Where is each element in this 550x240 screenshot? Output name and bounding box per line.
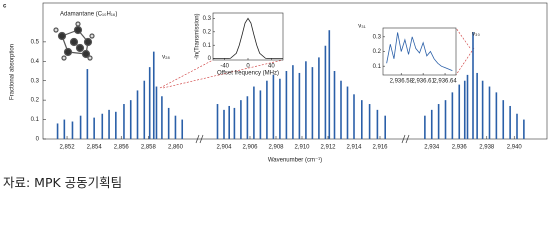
x-tick-label: 2,936.58 <box>390 79 414 85</box>
y-tick-label: 0 <box>36 137 40 143</box>
x-tick-label: -40 <box>220 64 229 70</box>
x-tick-label: 2,854 <box>87 145 103 151</box>
y-axis-label: -ln(Transmission) <box>195 13 201 59</box>
y-tick-label: 0.2 <box>203 29 212 35</box>
annotation: ν₂₈ <box>162 55 170 61</box>
y-tick-label: 0.3 <box>203 16 212 22</box>
inset-line <box>213 17 283 60</box>
x-tick-label: 2,912 <box>320 145 336 151</box>
y-tick-label: 0 <box>208 56 212 62</box>
panel-label: c <box>3 4 7 10</box>
x-tick-label: 2,936 <box>452 145 468 151</box>
axis-break <box>195 134 410 144</box>
x-tick-label: 40 <box>268 64 275 70</box>
x-tick-label: 0 <box>246 64 250 70</box>
annotation: ν₃₀ <box>472 32 480 38</box>
y-tick-label: 0.2 <box>31 98 40 104</box>
zoom-guides <box>159 27 475 89</box>
x-tick-label: 2,938 <box>479 145 495 151</box>
x-tick-label: 2,904 <box>216 145 232 151</box>
y-tick-label: 0.3 <box>31 78 40 84</box>
x-tick-label: 2,858 <box>141 145 157 151</box>
x-tick-label: 2,910 <box>294 145 310 151</box>
chart: c Fractional absorption Wavenumber (cm⁻¹) 0… <box>3 2 548 164</box>
y-tick-label: 0.1 <box>373 64 382 70</box>
x-tick-label: 2,934 <box>424 145 440 151</box>
x-tick-label: 2,936.64 <box>433 79 457 85</box>
x-axis-label: Wavenumber (cm⁻¹) <box>268 158 322 164</box>
x-tick-label: 2,856 <box>114 145 130 151</box>
y-tick-label: 0.1 <box>203 43 212 49</box>
page: {"chart_data": [ {"type": "stem", "panel… <box>3 2 548 190</box>
x-tick-label: 2,906 <box>242 145 258 151</box>
y-tick-label: 0.4 <box>31 59 40 65</box>
x-tick-label: 2,936.61 <box>411 79 435 85</box>
y-tick-label: 0.3 <box>373 34 382 40</box>
y-tick-label: 0.1 <box>31 117 40 123</box>
y-tick-label: 0.2 <box>373 49 382 55</box>
annotation: Adamantane (C₁₀H₁₆) <box>60 12 117 18</box>
x-tick-label: 2,940 <box>507 145 523 151</box>
x-tick-label: 2,860 <box>168 145 184 151</box>
x-tick-label: 2,916 <box>372 145 388 151</box>
plot-frame <box>42 2 548 140</box>
x-tick-label: 2,908 <box>268 145 284 151</box>
inset-frame <box>212 12 284 61</box>
x-tick-label: 2,914 <box>346 145 362 151</box>
molecule-icon <box>53 21 95 61</box>
y-axis-label: Fractional absorption <box>10 44 16 100</box>
y-tick-label: 0.5 <box>31 39 40 45</box>
inset-line <box>386 32 453 71</box>
x-axis-label: Offset frequency (MHz) <box>217 71 279 77</box>
x-tick-label: 2,852 <box>60 145 76 151</box>
annotation: ν₃₁ <box>358 24 365 30</box>
source-caption: 자료: MPK 공동기획팀 <box>3 175 123 190</box>
